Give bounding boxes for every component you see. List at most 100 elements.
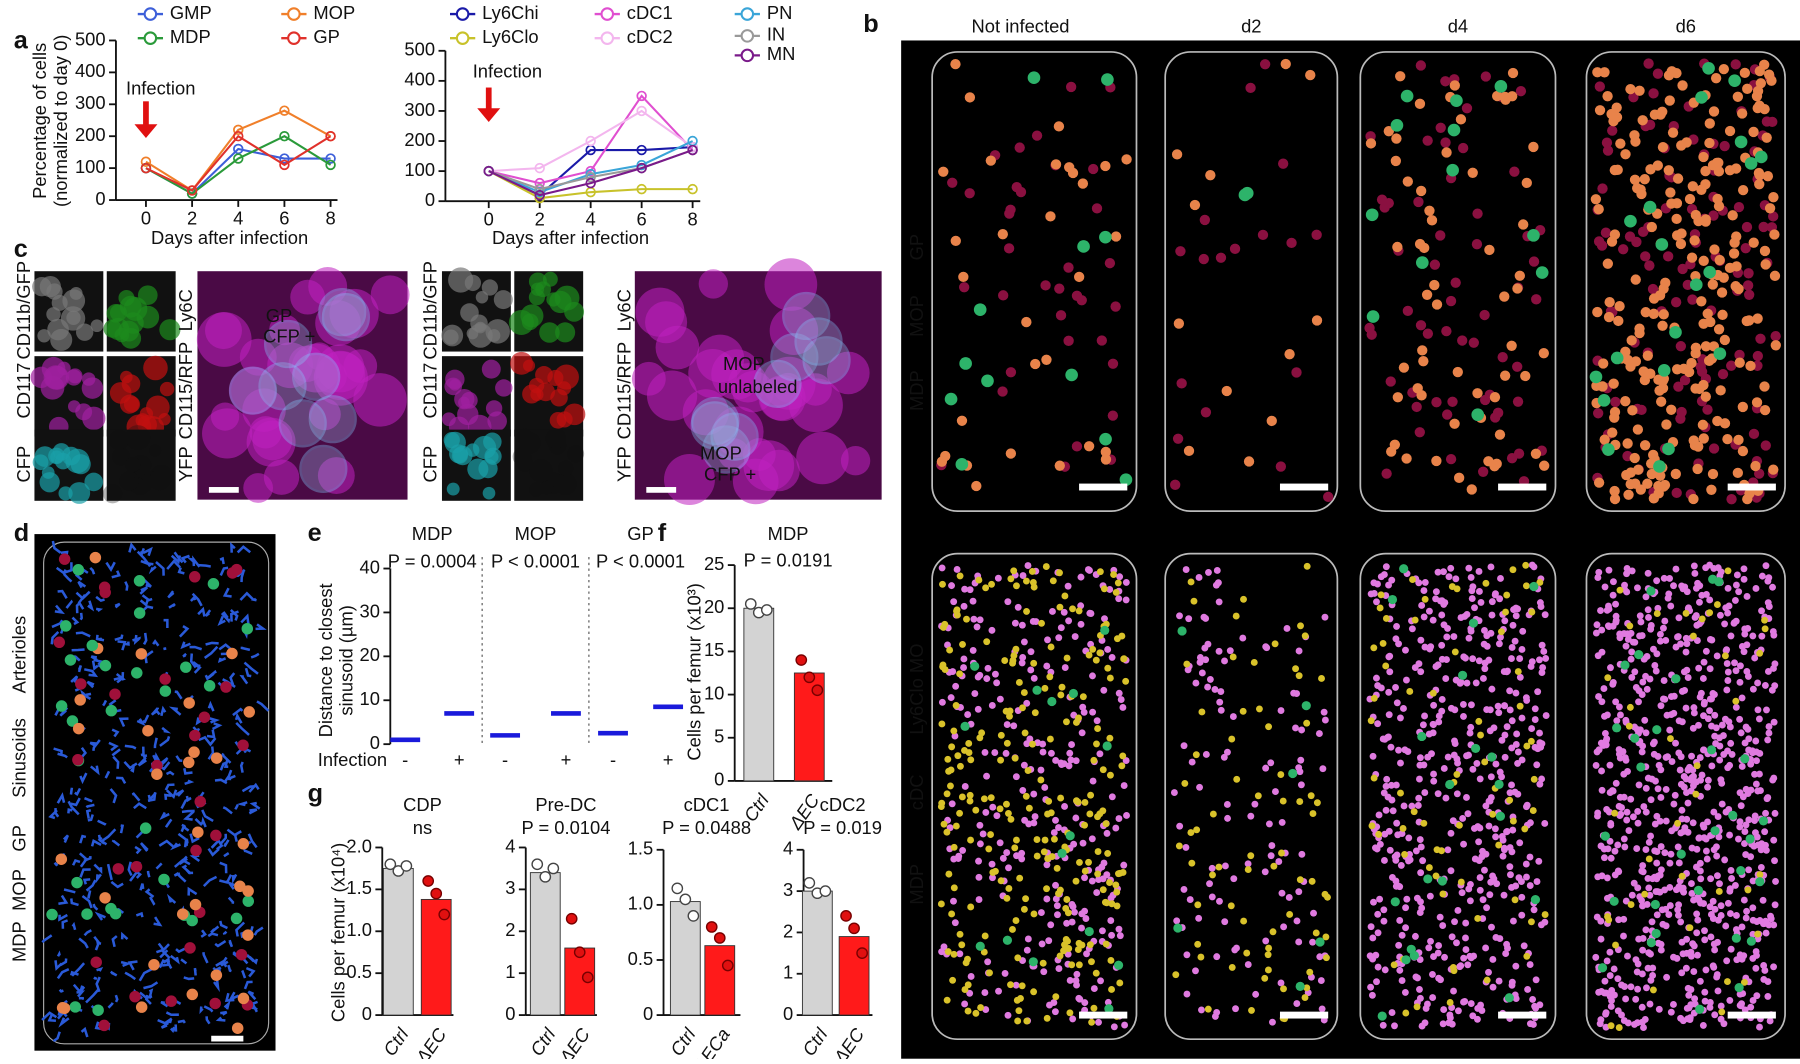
cell-dot [1312,315,1322,325]
cell-blob [107,304,126,323]
cell-dot [1112,881,1119,888]
cell-blob [550,389,568,407]
cell-dot [1438,612,1445,619]
cell-dot [1502,950,1509,957]
cell-dot [1068,961,1075,968]
cell-dot [1422,579,1429,586]
cell-dot [975,858,982,865]
cell-dot [131,667,142,678]
y-tick-label: 2.0 [346,835,372,856]
cell-dot [1509,982,1516,989]
cell-dot [1013,773,1020,780]
cell-dot [1726,762,1733,769]
cell-dot [1184,446,1194,456]
cell-dot [1460,653,1467,660]
sinusoid [241,762,242,773]
cell-dot [1644,686,1651,693]
cell-dot [1454,907,1461,914]
cell-dot [1598,358,1608,368]
cell-dot [1025,936,1032,943]
cell-dot [1489,956,1496,963]
cell-dot [947,178,957,188]
cell-dot [1743,908,1750,915]
cell-dot [1753,585,1760,592]
cell-dot [1221,918,1228,925]
cell-dot [1653,460,1666,473]
cell-dot [1765,599,1772,606]
cell-dot [1597,1016,1604,1023]
sinusoid [81,613,82,620]
cell-dot [1688,753,1695,760]
cell-dot [1640,440,1650,450]
cell-dot [1439,696,1446,703]
y-tick-label: 3 [783,879,793,900]
scale-bar [209,487,239,493]
cell-dot [1097,335,1107,345]
channel-label: Ly6C [175,289,196,331]
cell-dot [1245,83,1255,93]
cell-dot [1708,763,1715,770]
cell-dot [1477,775,1484,782]
cell-dot [1422,135,1432,145]
cell-dot [1739,763,1746,770]
cell-dot [1742,851,1749,858]
cell-dot [967,837,974,844]
cell-dot [1527,1020,1534,1027]
cell-dot [975,674,982,681]
cell-dot [1451,752,1458,759]
cell-dot [1622,996,1629,1003]
cell-dot [1023,793,1030,800]
cell-dot [1403,176,1413,186]
cell-dot [1123,596,1130,603]
cell-dot [942,666,949,673]
y-axis-label: Distance to closest [315,583,336,737]
cell-dot [1513,612,1520,619]
cell-dot [1077,240,1090,253]
cell-dot [1477,887,1484,894]
cell-dot [1212,1013,1219,1020]
cell-dot [1591,194,1601,204]
cell-dot [1598,936,1605,943]
cell-dot [1760,405,1770,415]
cell-dot [1183,661,1190,668]
cell-dot [1075,799,1082,806]
cell-dot [1435,661,1442,668]
cell-dot [1187,829,1194,836]
cell-dot [1608,1003,1615,1010]
cell-dot [1610,897,1619,906]
channel-label: Ly6C [613,289,634,331]
cell-dot [1003,801,1010,808]
cell-dot [1729,248,1739,258]
cell-dot [1503,592,1510,599]
cell-dot [1099,231,1112,244]
panel-label: b [863,10,878,38]
cell-dot [1652,821,1659,828]
cell-dot [1477,732,1484,739]
cell-dot [1010,567,1017,574]
cell-dot [1047,736,1054,743]
cell-dot [1602,138,1612,148]
cell-dot [1672,488,1682,498]
cell-dot [75,678,86,689]
cell-dot [1728,210,1738,220]
cell-dot [1769,229,1779,239]
scale-bar [646,487,676,493]
cell-dot [1713,853,1720,860]
cell-dot [1030,359,1040,369]
cell-dot [1706,597,1713,604]
cell-dot [954,752,961,759]
cell-dot [1746,834,1755,843]
cell-dot [1610,578,1617,585]
cell-dot [1688,880,1695,887]
cell-dot [1637,619,1644,626]
cell-dot [1529,996,1536,1003]
cell-dot [1481,641,1488,648]
data-point [796,655,806,665]
cell-dot [1397,760,1404,767]
cell-dot [1423,328,1433,338]
column-title: Not infected [972,16,1070,37]
cell-dot [1752,738,1759,745]
channel-label: CD115/RFP [175,342,196,440]
cell-dot [1286,238,1296,248]
cell-dot [986,969,993,976]
